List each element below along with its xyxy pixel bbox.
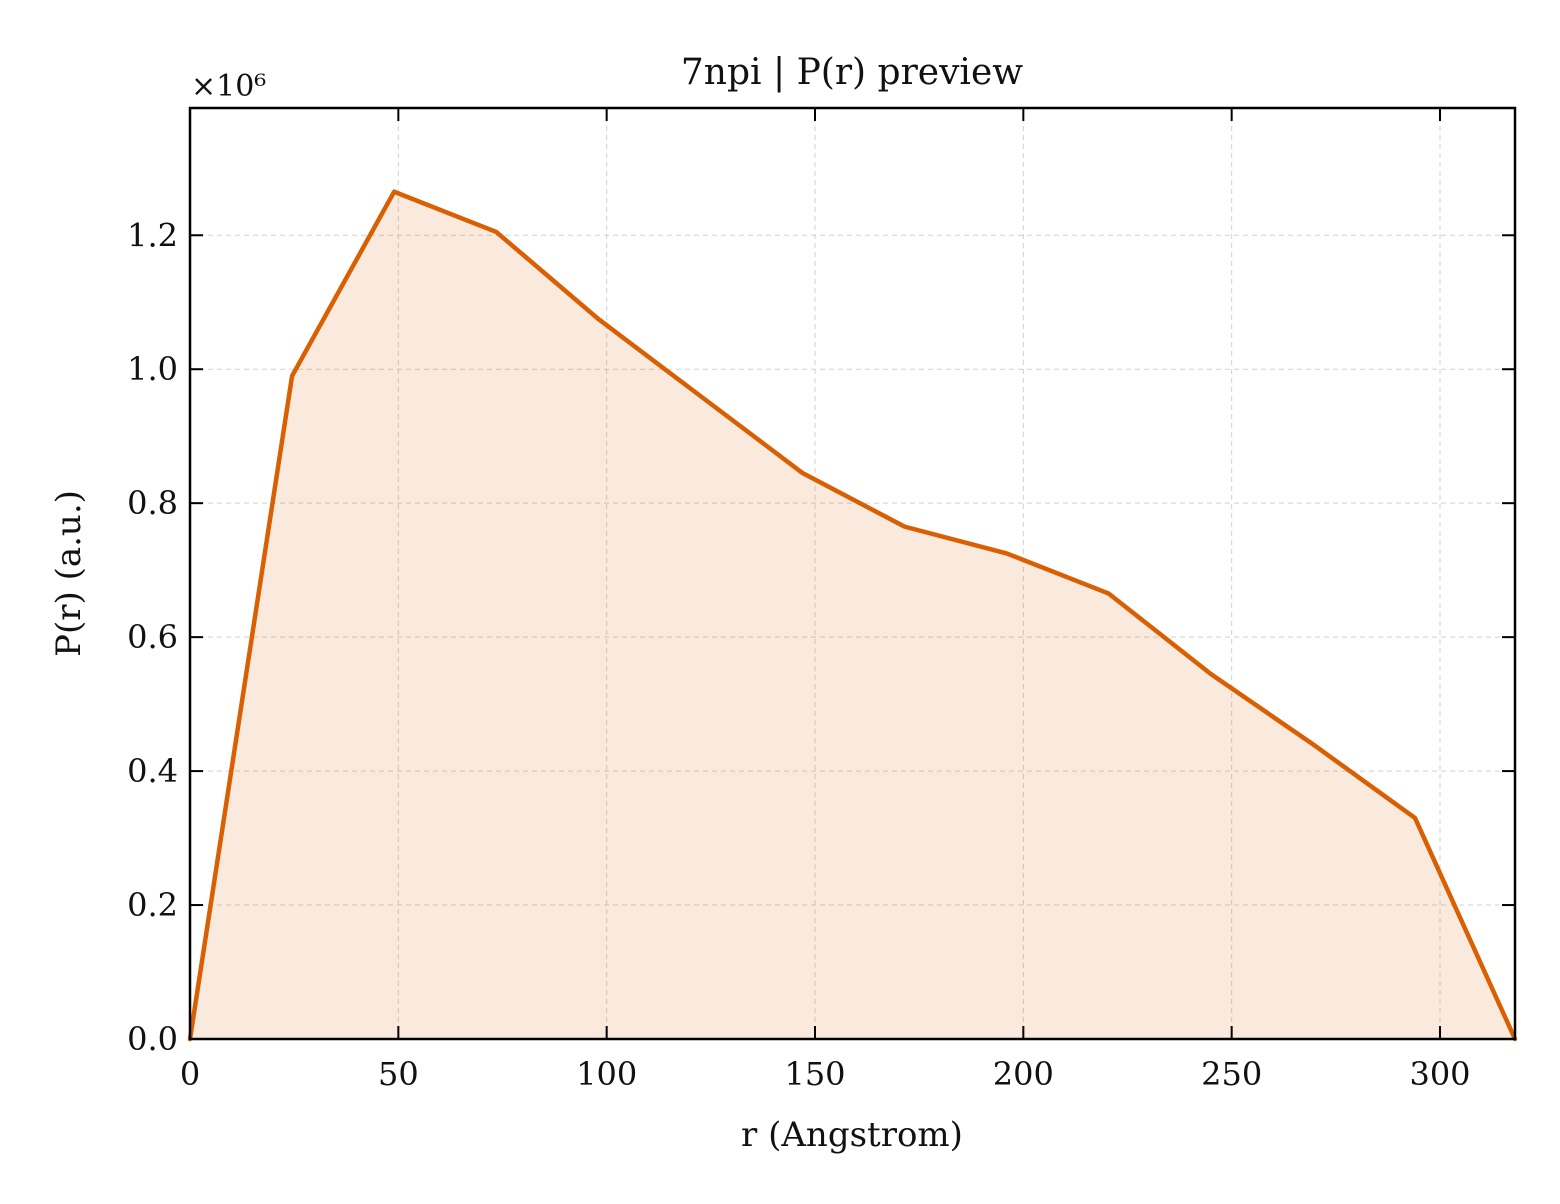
x-tick-label: 300 — [1409, 1055, 1470, 1093]
y-tick-label: 0.4 — [127, 752, 178, 790]
chart-title: 7npi | P(r) preview — [681, 52, 1023, 93]
y-tick-label: 1.0 — [127, 350, 178, 388]
x-tick-label: 250 — [1201, 1055, 1262, 1093]
x-tick-label: 0 — [180, 1055, 200, 1093]
y-tick-label: 1.2 — [127, 216, 178, 254]
x-tick-label: 150 — [784, 1055, 845, 1093]
x-axis-label: r (Angstrom) — [741, 1115, 963, 1155]
y-axis-label: P(r) (a.u.) — [49, 490, 89, 657]
x-tick-label: 50 — [378, 1055, 419, 1093]
x-tick-label: 200 — [993, 1055, 1054, 1093]
y-tick-label: 0.6 — [127, 618, 178, 656]
y-tick-label: 0.2 — [127, 886, 178, 924]
y-tick-label: 0.0 — [127, 1020, 178, 1058]
y-multiplier-label: ×10⁶ — [191, 69, 266, 104]
x-tick-label: 100 — [576, 1055, 637, 1093]
y-tick-label: 0.8 — [127, 484, 178, 522]
